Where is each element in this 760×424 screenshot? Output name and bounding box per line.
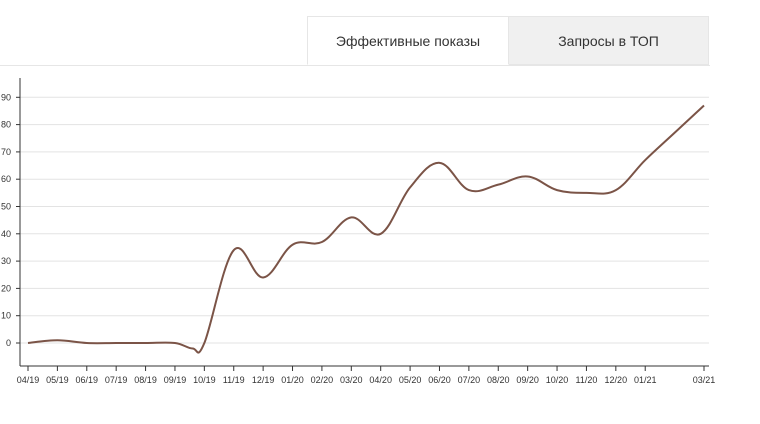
x-tick-label: 08/19 (134, 375, 157, 385)
y-tick-label: 50 (1, 202, 11, 212)
x-tick-label: 04/20 (369, 375, 392, 385)
y-tick-label: 40 (1, 229, 11, 239)
y-tick-label: 70 (1, 147, 11, 157)
x-tick-label: 06/19 (76, 375, 99, 385)
y-tick-label: 20 (1, 283, 11, 293)
tab-divider (0, 65, 710, 66)
x-tick-label: 04/19 (17, 375, 40, 385)
x-tick-label: 11/20 (576, 375, 598, 385)
x-tick-label: 05/19 (46, 375, 69, 385)
x-tick-label: 09/19 (164, 375, 187, 385)
x-tick-label: 01/21 (634, 375, 657, 385)
line-chart: 0 10 20 30 40 50 60 70 80 90 04/19 05/19 06/19 07/19 0… (1, 78, 716, 385)
y-tick-label: 0 (6, 338, 11, 348)
tab-bar: Эффективные показы Запросы в ТОП (307, 16, 709, 65)
x-tick-label: 07/20 (458, 375, 481, 385)
x-tick-label: 05/20 (399, 375, 422, 385)
x-tick-label: 03/20 (340, 375, 363, 385)
tab-top-queries[interactable]: Запросы в ТОП (509, 16, 709, 65)
x-tick-label: 12/19 (252, 375, 275, 385)
y-tick-label: 10 (1, 311, 11, 321)
tab-effective-impressions[interactable]: Эффективные показы (307, 16, 509, 65)
series-line (27, 104, 705, 354)
x-tick-label: 06/20 (428, 375, 451, 385)
x-tick-label: 02/20 (311, 375, 334, 385)
y-tick-label: 90 (1, 92, 11, 102)
x-tick-label: 07/19 (105, 375, 128, 385)
x-tick-label: 03/21 (693, 375, 716, 385)
x-tick-label: 01/20 (281, 375, 304, 385)
y-tick-label: 60 (1, 174, 11, 184)
y-tick-label: 80 (1, 120, 11, 130)
x-tick-label: 08/20 (487, 375, 510, 385)
y-tick-label: 30 (1, 256, 11, 266)
x-tick-label: 09/20 (516, 375, 539, 385)
x-tick-label: 11/19 (223, 375, 245, 385)
x-tick-label: 12/20 (605, 375, 628, 385)
x-tick-label: 10/20 (546, 375, 569, 385)
x-tick-label: 10/19 (193, 375, 216, 385)
